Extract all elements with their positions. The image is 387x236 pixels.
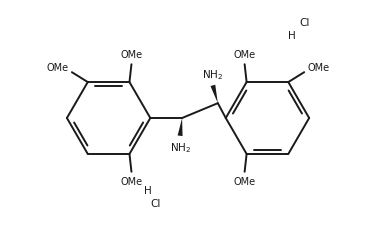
Polygon shape <box>178 118 183 136</box>
Text: OMe: OMe <box>307 63 329 73</box>
Text: H: H <box>288 31 296 41</box>
Text: Cl: Cl <box>150 199 161 209</box>
Text: OMe: OMe <box>120 50 142 60</box>
Polygon shape <box>211 85 218 103</box>
Text: NH$_2$: NH$_2$ <box>202 69 223 82</box>
Text: Cl: Cl <box>299 18 309 28</box>
Text: OMe: OMe <box>234 177 256 187</box>
Text: OMe: OMe <box>234 50 256 60</box>
Text: NH$_2$: NH$_2$ <box>170 141 191 155</box>
Text: OMe: OMe <box>47 63 69 73</box>
Text: OMe: OMe <box>120 177 142 187</box>
Text: H: H <box>144 186 152 196</box>
